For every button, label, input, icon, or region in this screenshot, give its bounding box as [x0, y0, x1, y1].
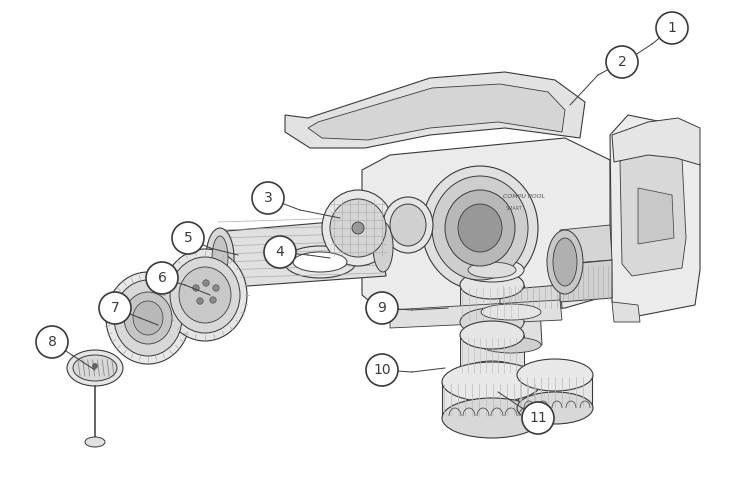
Ellipse shape — [212, 236, 228, 280]
Polygon shape — [620, 148, 686, 276]
Polygon shape — [560, 260, 612, 302]
Text: COMPU POOL: COMPU POOL — [503, 194, 545, 199]
Polygon shape — [285, 72, 585, 148]
Ellipse shape — [322, 190, 394, 266]
Circle shape — [252, 182, 284, 214]
Ellipse shape — [284, 246, 356, 278]
Polygon shape — [215, 218, 386, 288]
Ellipse shape — [293, 252, 347, 272]
Ellipse shape — [422, 166, 538, 290]
Polygon shape — [460, 285, 524, 322]
Ellipse shape — [517, 392, 593, 424]
Ellipse shape — [442, 398, 542, 438]
Ellipse shape — [373, 222, 393, 272]
Ellipse shape — [124, 292, 172, 344]
Circle shape — [36, 326, 68, 358]
Circle shape — [210, 297, 217, 303]
Circle shape — [213, 285, 219, 291]
Circle shape — [146, 262, 178, 294]
Ellipse shape — [460, 308, 524, 336]
Polygon shape — [518, 375, 592, 408]
Ellipse shape — [390, 204, 426, 246]
Text: 1: 1 — [668, 21, 677, 35]
Ellipse shape — [170, 257, 240, 333]
Ellipse shape — [460, 361, 524, 389]
Ellipse shape — [73, 355, 117, 381]
Circle shape — [366, 354, 398, 386]
Polygon shape — [362, 138, 610, 318]
Ellipse shape — [517, 359, 593, 391]
Circle shape — [197, 298, 203, 304]
Text: SMART: SMART — [506, 206, 523, 211]
Ellipse shape — [460, 271, 524, 299]
Polygon shape — [308, 84, 565, 140]
Polygon shape — [612, 302, 640, 322]
Text: 11: 11 — [529, 411, 547, 425]
Text: 9: 9 — [378, 301, 387, 315]
Polygon shape — [390, 300, 562, 328]
Polygon shape — [500, 285, 562, 312]
Circle shape — [522, 402, 554, 434]
Ellipse shape — [468, 262, 516, 278]
Ellipse shape — [481, 337, 541, 353]
Ellipse shape — [85, 437, 105, 447]
Circle shape — [606, 46, 638, 78]
Polygon shape — [460, 335, 524, 375]
Ellipse shape — [460, 321, 524, 349]
Ellipse shape — [481, 304, 541, 320]
Ellipse shape — [133, 301, 163, 335]
Polygon shape — [560, 225, 612, 264]
Polygon shape — [442, 382, 542, 418]
Ellipse shape — [67, 350, 123, 386]
Text: 3: 3 — [264, 191, 272, 205]
Ellipse shape — [352, 222, 364, 234]
Circle shape — [264, 236, 296, 268]
Ellipse shape — [179, 267, 231, 323]
Circle shape — [203, 280, 209, 286]
Circle shape — [366, 292, 398, 324]
Ellipse shape — [206, 228, 234, 288]
Ellipse shape — [106, 272, 190, 364]
Text: 7: 7 — [111, 301, 120, 315]
Ellipse shape — [442, 362, 542, 402]
Ellipse shape — [432, 176, 528, 280]
Ellipse shape — [163, 249, 247, 341]
Ellipse shape — [383, 197, 433, 253]
Circle shape — [99, 292, 131, 324]
Polygon shape — [612, 118, 700, 165]
Circle shape — [193, 285, 199, 291]
Text: 2: 2 — [617, 55, 626, 69]
Ellipse shape — [330, 199, 386, 257]
Text: 4: 4 — [276, 245, 284, 259]
Text: 5: 5 — [183, 231, 193, 245]
Ellipse shape — [445, 190, 515, 266]
Polygon shape — [638, 188, 674, 244]
Ellipse shape — [547, 230, 583, 294]
Ellipse shape — [114, 280, 182, 356]
Ellipse shape — [553, 238, 577, 286]
Ellipse shape — [460, 258, 524, 282]
Text: 8: 8 — [47, 335, 56, 349]
Circle shape — [656, 12, 688, 44]
Circle shape — [92, 364, 98, 368]
Polygon shape — [610, 115, 700, 318]
Text: 10: 10 — [373, 363, 391, 377]
Text: 6: 6 — [158, 271, 166, 285]
Ellipse shape — [458, 204, 502, 252]
Polygon shape — [480, 308, 542, 350]
Circle shape — [172, 222, 204, 254]
